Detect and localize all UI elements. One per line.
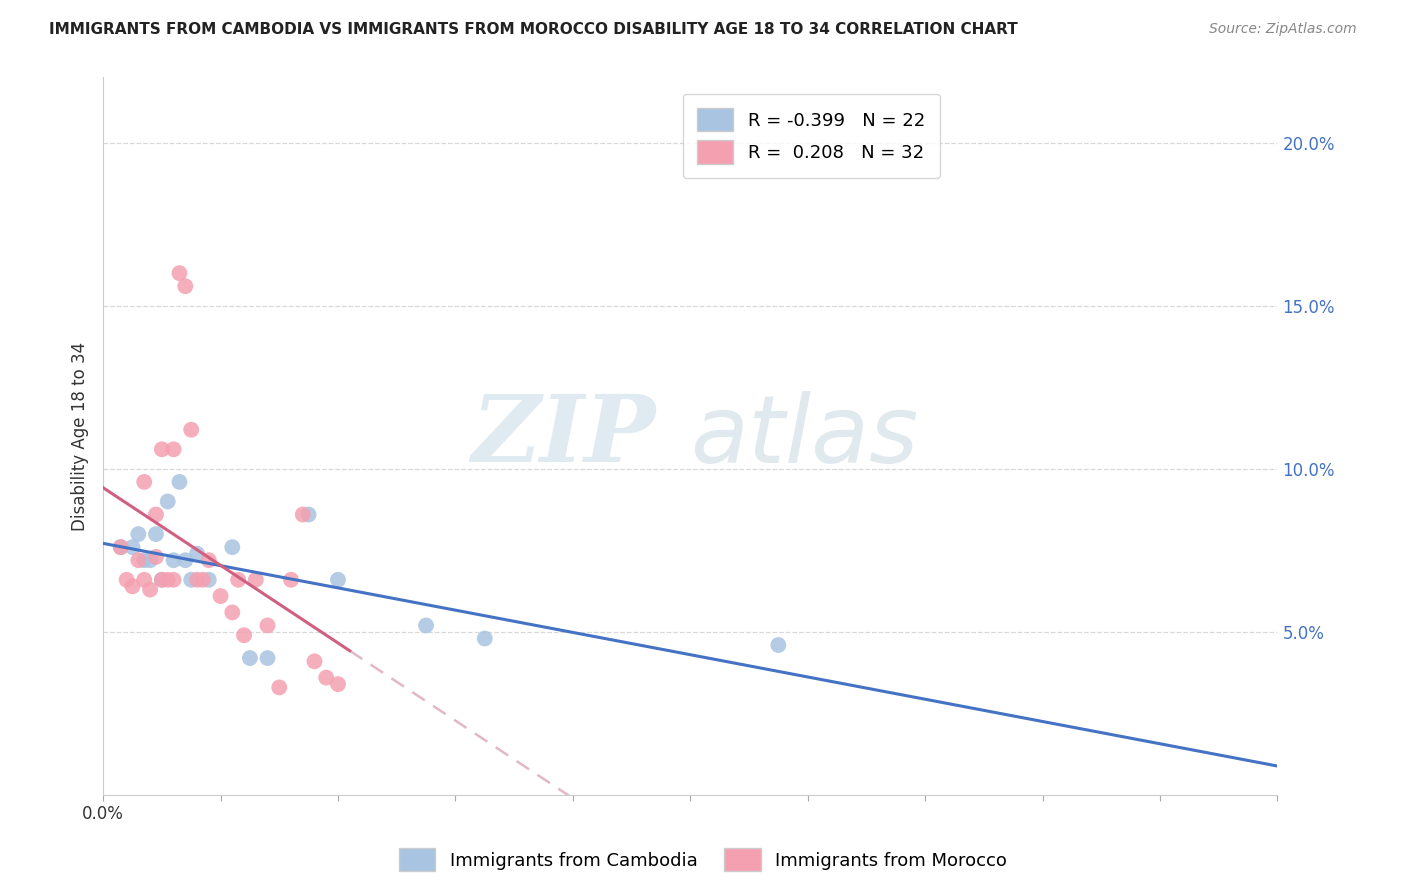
Point [186,547,208,561]
Point [326,573,349,587]
Point [174,553,197,567]
Point [156,573,179,587]
Point [415,618,437,632]
Point [291,508,314,522]
Point [127,553,149,567]
Point [134,553,156,567]
Point [110,540,132,554]
Legend: R = -0.399   N = 22, R =  0.208   N = 32: R = -0.399 N = 22, R = 0.208 N = 32 [683,94,939,178]
Point [127,527,149,541]
Point [162,442,184,457]
Point [221,606,243,620]
Point [245,573,267,587]
Point [139,582,162,597]
Point [169,266,191,280]
Point [191,573,214,587]
Point [156,494,179,508]
Point [198,573,221,587]
Point [269,681,291,695]
Text: IMMIGRANTS FROM CAMBODIA VS IMMIGRANTS FROM MOROCCO DISABILITY AGE 18 TO 34 CORR: IMMIGRANTS FROM CAMBODIA VS IMMIGRANTS F… [49,22,1018,37]
Point [150,442,173,457]
Point [474,632,496,646]
Point [134,475,156,489]
Point [169,475,191,489]
Point [298,508,321,522]
Point [315,671,337,685]
Text: ZIP: ZIP [471,392,655,482]
Point [115,573,138,587]
Legend: Immigrants from Cambodia, Immigrants from Morocco: Immigrants from Cambodia, Immigrants fro… [392,841,1014,879]
Point [134,573,156,587]
Point [256,618,278,632]
Point [174,279,197,293]
Point [121,540,143,554]
Point [121,579,143,593]
Point [198,553,221,567]
Point [162,573,184,587]
Point [162,553,184,567]
Point [139,553,162,567]
Point [768,638,790,652]
Point [280,573,302,587]
Point [180,423,202,437]
Point [239,651,262,665]
Point [256,651,278,665]
Point [180,573,202,587]
Y-axis label: Disability Age 18 to 34: Disability Age 18 to 34 [72,342,89,531]
Point [304,654,326,668]
Point [150,573,173,587]
Point [150,573,173,587]
Point [209,589,232,603]
Point [221,540,243,554]
Point [233,628,256,642]
Point [110,540,132,554]
Text: atlas: atlas [690,391,918,482]
Point [226,573,249,587]
Point [145,508,167,522]
Point [326,677,349,691]
Point [145,549,167,564]
Point [145,527,167,541]
Point [186,573,208,587]
Text: Source: ZipAtlas.com: Source: ZipAtlas.com [1209,22,1357,37]
